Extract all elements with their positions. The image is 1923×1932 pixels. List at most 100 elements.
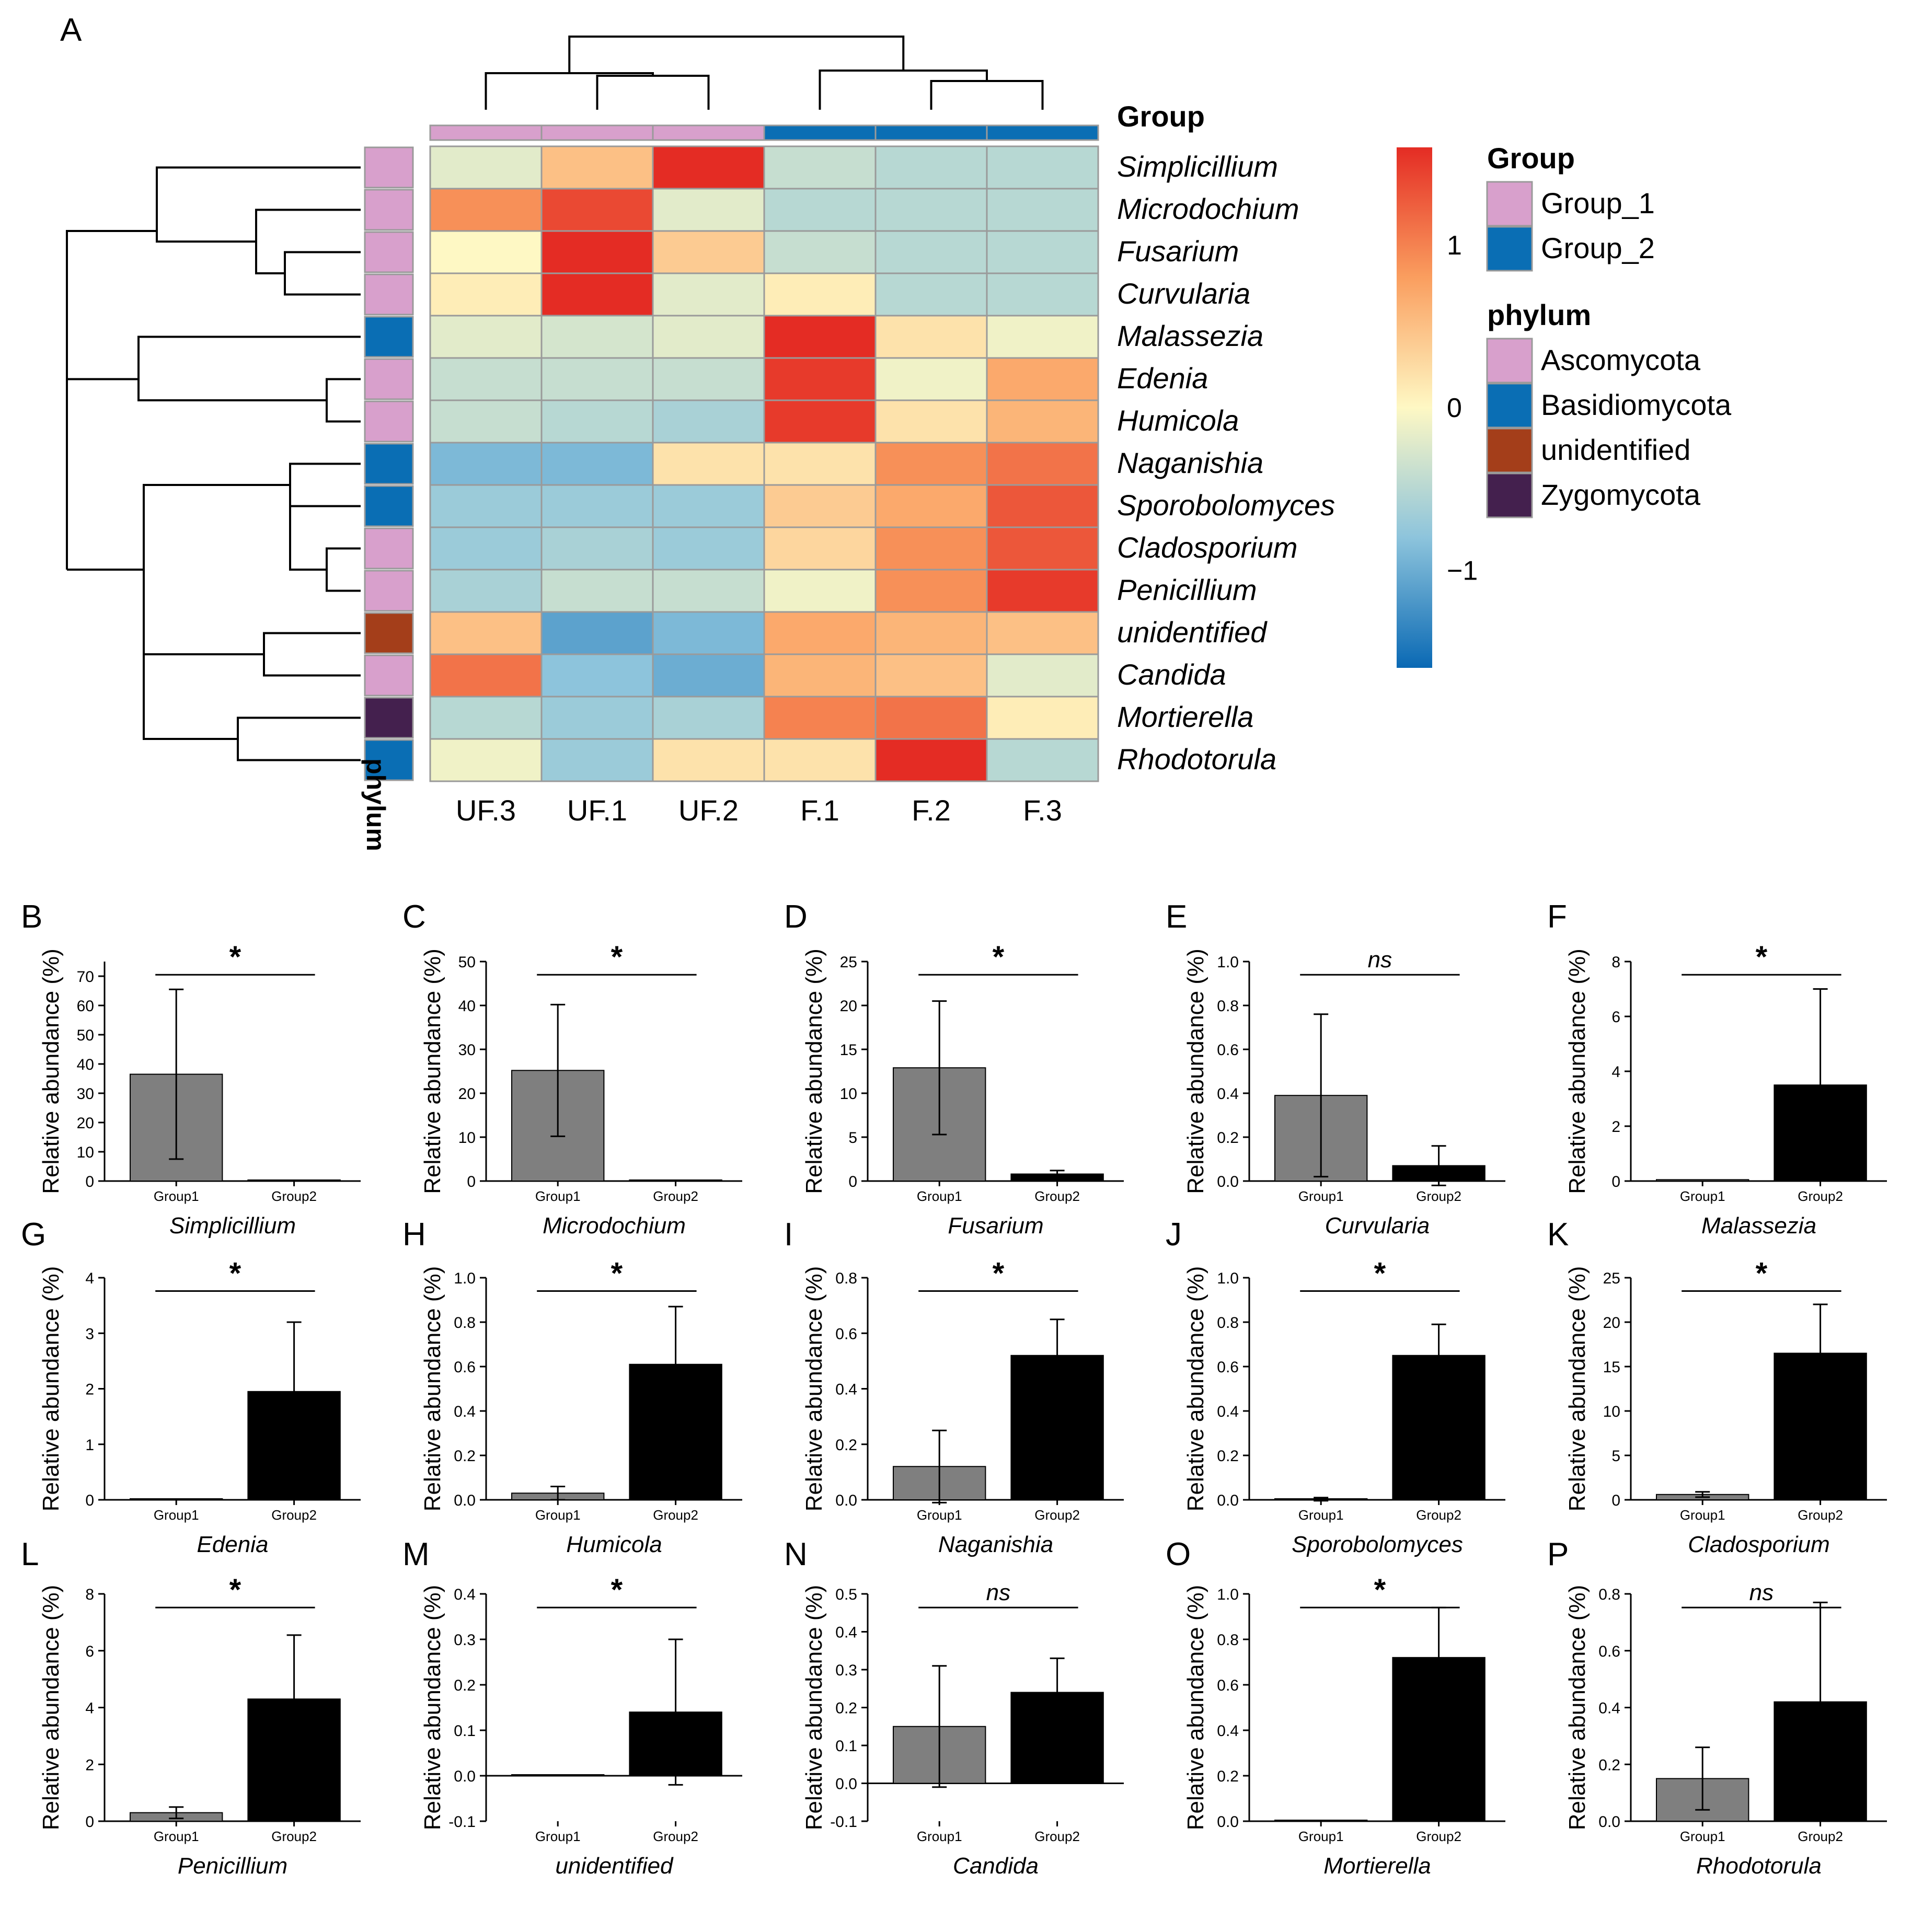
x-tick-label: Group1	[917, 1188, 962, 1204]
heatmap-cell	[652, 399, 765, 444]
x-axis-label: Malassezia	[1701, 1213, 1816, 1239]
y-axis-label: Relative abundance (%)	[801, 948, 827, 1194]
y-tick-label: 0.8	[835, 1270, 857, 1287]
y-tick-label: 1.0	[1217, 954, 1239, 971]
y-tick-label: 30	[77, 1085, 94, 1103]
y-tick-label: 10	[840, 1085, 857, 1103]
y-axis-label: Relative abundance (%)	[420, 948, 445, 1194]
legend-swatch	[1486, 472, 1533, 518]
bar-group1	[1274, 1820, 1368, 1822]
legend-phylum-label: Basidiomycota	[1541, 388, 1732, 421]
y-tick-label: 2	[85, 1756, 94, 1774]
group-annotation-cell	[986, 124, 1099, 141]
x-tick-label: Group2	[653, 1188, 698, 1204]
y-tick-label: 8	[1611, 954, 1620, 971]
y-tick-label: 0.6	[454, 1359, 476, 1376]
bar-panel-g: G 0 1 2 3 4 Relative abundance (%) Group1 Group2…	[21, 1217, 361, 1557]
y-axis-label: Relative abundance (%)	[1183, 948, 1208, 1194]
heatmap-cell	[540, 738, 654, 782]
y-tick-label: 1.0	[454, 1270, 476, 1287]
panel-letter: F	[1547, 899, 1567, 935]
legend-group-title: Group	[1487, 142, 1575, 175]
y-tick-label: 0.2	[1217, 1129, 1239, 1147]
heatmap-cell	[763, 357, 877, 401]
heatmap-cell	[874, 230, 988, 274]
heatmap-cell	[986, 442, 1099, 486]
y-tick-label: 15	[1603, 1359, 1620, 1376]
group-annotation-cell	[874, 124, 988, 141]
bar-panel-i: I 0.0 0.2 0.4 0.6 0.8 Relative abundance (%) Gr…	[784, 1217, 1124, 1557]
phylum-annotation-cell	[364, 358, 414, 400]
y-axis-label: Relative abundance (%)	[420, 1585, 445, 1831]
legend-phylum-title: phylum	[1487, 298, 1591, 331]
heatmap-cell	[986, 357, 1099, 401]
y-axis-label: Relative abundance (%)	[1183, 1266, 1208, 1512]
y-tick-label: 8	[85, 1586, 94, 1603]
x-axis-label: Curvularia	[1325, 1213, 1430, 1239]
y-tick-label: 0.2	[1598, 1756, 1620, 1774]
heatmap-cell	[429, 569, 543, 613]
x-axis-label: Penicillium	[178, 1853, 287, 1879]
panel-letter: C	[402, 899, 426, 935]
y-axis-label: Relative abundance (%)	[38, 1266, 64, 1512]
x-axis-label: Rhodotorula	[1696, 1853, 1822, 1879]
heatmap-cell	[652, 653, 765, 698]
heatmap-cell	[652, 696, 765, 740]
x-tick-label: Group1	[154, 1188, 199, 1204]
y-tick-label: 20	[840, 998, 857, 1015]
heatmap-cell	[540, 145, 654, 190]
heatmap-row-label: Sporobolomyces	[1117, 489, 1335, 522]
panel-letter: B	[21, 899, 42, 935]
bar-panel-n: N -0.1 0.0 0.1 0.2 0.3 0.4 0.5 Relative abundanc…	[784, 1536, 1124, 1879]
heatmap-row-label: Rhodotorula	[1117, 743, 1276, 776]
heatmap-cell	[652, 569, 765, 613]
heatmap-cell	[652, 188, 765, 232]
y-tick-label: -0.1	[448, 1813, 476, 1831]
y-tick-label: 0.4	[454, 1586, 476, 1603]
phylum-annotation-cell	[364, 400, 414, 443]
y-tick-label: 0	[1611, 1492, 1620, 1509]
heatmap-cell	[429, 315, 543, 359]
significance-label: *	[993, 940, 1005, 974]
heatmap-row-label: unidentified	[1117, 616, 1268, 649]
heatmap-cell	[763, 696, 877, 740]
y-axis-label: Relative abundance (%)	[801, 1266, 827, 1512]
heatmap-cell	[429, 399, 543, 444]
x-tick-label: Group2	[271, 1829, 317, 1844]
heatmap-cell	[540, 315, 654, 359]
y-tick-label: 0	[85, 1492, 94, 1509]
phylum-annotation-cell	[364, 316, 414, 358]
y-tick-label: 0.2	[454, 1448, 476, 1465]
heatmap-cell	[763, 484, 877, 528]
heatmap-cell	[874, 272, 988, 317]
bar-panel-k: K 0 5 10 15 20 25 Relative abundance (%) Group1 G…	[1547, 1217, 1887, 1557]
heatmap-cell	[874, 569, 988, 613]
group-annotation-cell	[540, 124, 654, 141]
heatmap-cell	[763, 738, 877, 782]
legend-swatch	[1486, 226, 1533, 272]
x-axis-label: Simplicillium	[169, 1213, 296, 1239]
heatmap-cell	[874, 188, 988, 232]
y-axis-label: Relative abundance (%)	[801, 1585, 827, 1831]
phylum-annotation-cell	[364, 612, 414, 654]
heatmap-cell	[763, 442, 877, 486]
heatmap-cell	[429, 738, 543, 782]
x-tick-label: Group2	[653, 1829, 698, 1844]
y-tick-label: 0.0	[835, 1492, 857, 1509]
heatmap-cell	[429, 145, 543, 190]
phylum-annotation-cell	[364, 443, 414, 485]
phylum-annotation-cell	[364, 146, 414, 189]
legend-phylum-label: unidentified	[1541, 433, 1690, 466]
y-tick-label: 0.4	[1217, 1085, 1239, 1103]
heatmap-cell	[429, 653, 543, 698]
phylum-annotation-title: phylum	[361, 758, 390, 851]
x-axis-label: Cladosporium	[1688, 1532, 1829, 1557]
heatmap-cell	[429, 230, 543, 274]
bar-panel-e: E 0.0 0.2 0.4 0.6 0.8 1.0 Relative abundance (%…	[1166, 899, 1505, 1239]
y-tick-label: 50	[458, 954, 476, 971]
y-tick-label: 60	[77, 998, 94, 1015]
y-tick-label: 0.0	[454, 1768, 476, 1785]
phylum-annotation-cell	[364, 485, 414, 527]
x-tick-label: Group2	[1416, 1507, 1461, 1523]
